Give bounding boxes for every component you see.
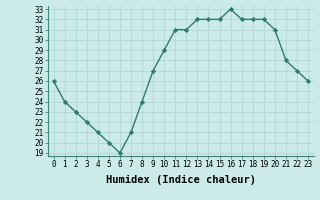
X-axis label: Humidex (Indice chaleur): Humidex (Indice chaleur) bbox=[106, 175, 256, 185]
